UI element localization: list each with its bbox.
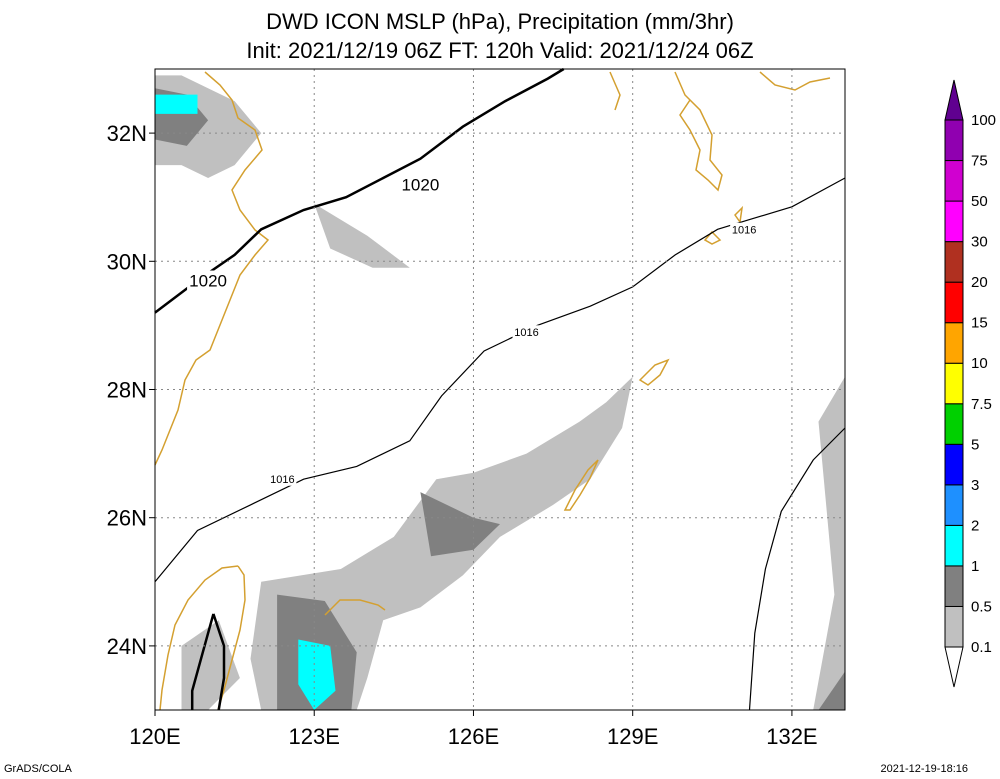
colorbar-swatch-9 <box>944 241 964 283</box>
colorbar-swatch-1 <box>944 565 964 607</box>
colorbar-swatch-4 <box>944 443 964 486</box>
coastline-shikoku <box>759 71 831 91</box>
colorbar-swatch-7 <box>944 322 964 364</box>
y-tick-label-2: 28N <box>107 378 147 403</box>
chart-title-line2: Init: 2021/12/19 06Z FT: 120h Valid: 202… <box>246 38 753 63</box>
colorbar-swatch-0 <box>944 605 964 648</box>
colorbar-swatch-10 <box>944 200 964 243</box>
y-tick-label-3: 30N <box>107 249 147 274</box>
y-tick-label-1: 26N <box>107 506 147 531</box>
coastline-taiwan <box>159 565 246 711</box>
colorbar-swatch-8 <box>944 281 964 324</box>
isobar-line-1020-0 <box>154 67 565 314</box>
footer-timestamp: 2021-12-19-18:16 <box>881 763 968 775</box>
isobar-label-bg-0 <box>187 270 230 291</box>
precip-area-7 <box>298 639 336 710</box>
colorbar-swatch-3 <box>944 484 964 526</box>
colorbar-upper-triangle <box>944 79 964 121</box>
colorbar-swatch-11 <box>944 160 964 202</box>
isobar-label-bg-3 <box>512 325 541 339</box>
isobar-labels: 1020 1020 1016 1016 1016 <box>187 174 759 486</box>
colorbar-swatch-2 <box>944 524 964 567</box>
x-tick-label-0: 120E <box>129 724 180 749</box>
precip-area-2 <box>155 94 198 114</box>
coastline-amami <box>638 358 670 386</box>
colorbar-label-12: 75 <box>971 153 988 170</box>
x-axis-ticks: 120E 123E 126E 129E 132E <box>129 710 818 749</box>
colorbar-label-8: 15 <box>971 315 988 332</box>
precip-area-5 <box>420 492 500 557</box>
colorbar-lower-triangle <box>944 646 964 688</box>
colorbar-label-10: 30 <box>971 234 988 251</box>
isobar-label-bg-2 <box>268 472 297 486</box>
isobar-line-1020-1 <box>212 613 226 711</box>
colorbar-label-1: 0.5 <box>971 598 992 615</box>
y-axis-ticks: 24N 26N 28N 30N 32N <box>107 121 155 659</box>
precip-area-9 <box>818 671 845 710</box>
y-tick-label-0: 24N <box>107 634 147 659</box>
colorbar-label-4: 3 <box>971 477 979 494</box>
coastline-sakishima <box>324 599 386 616</box>
coastline-kyushu <box>674 71 723 192</box>
y-tick-label-4: 32N <box>107 121 147 146</box>
colorbar-label-3: 2 <box>971 517 979 534</box>
coastlines <box>154 71 831 711</box>
colorbar-swatch-5 <box>944 403 964 445</box>
coastline-okinawa <box>563 459 599 511</box>
colorbar-label-13: 100 <box>971 112 996 129</box>
colorbar: 0.1 0.5 1 2 3 5 7.5 10 15 20 30 50 75 100 <box>944 79 996 688</box>
coastline-china <box>154 71 270 466</box>
colorbar-label-0: 0.1 <box>971 639 992 656</box>
footer-grads-cola: GrADS/COLA <box>4 763 73 775</box>
isobar-label-2: 1016 <box>270 474 294 486</box>
map-gridlines <box>155 69 845 710</box>
precip-area-8 <box>813 376 845 710</box>
colorbar-label-9: 20 <box>971 274 988 291</box>
isobar-label-4: 1016 <box>732 224 756 236</box>
x-tick-label-4: 132E <box>766 724 817 749</box>
isobar-line-1020-2 <box>190 613 215 710</box>
precip-area-3 <box>314 203 410 268</box>
isobar-label-bg-1 <box>399 174 442 195</box>
colorbar-swatch-6 <box>944 362 964 405</box>
x-tick-label-1: 123E <box>289 724 340 749</box>
x-tick-label-2: 126E <box>448 724 499 749</box>
isobar-label-3: 1016 <box>514 327 538 339</box>
colorbar-label-7: 10 <box>971 355 988 372</box>
isobar-line-1016-4 <box>748 427 846 711</box>
isobar-label-0: 1020 <box>189 272 227 291</box>
colorbar-label-5: 5 <box>971 436 979 453</box>
colorbar-swatch-12 <box>944 119 964 162</box>
precipitation-shading <box>155 75 845 710</box>
map-plot-area: 1020 1020 1016 1016 1016 <box>154 67 846 711</box>
isobar-label-1: 1020 <box>401 175 439 194</box>
isobar-label-bg-4 <box>730 222 759 236</box>
x-tick-label-3: 129E <box>607 724 658 749</box>
coastline-korea <box>609 71 621 111</box>
colorbar-label-11: 50 <box>971 193 988 210</box>
colorbar-label-6: 7.5 <box>971 396 992 413</box>
colorbar-label-2: 1 <box>971 558 979 575</box>
chart-title-line1: DWD ICON MSLP (hPa), Precipitation (mm/3… <box>266 9 734 34</box>
